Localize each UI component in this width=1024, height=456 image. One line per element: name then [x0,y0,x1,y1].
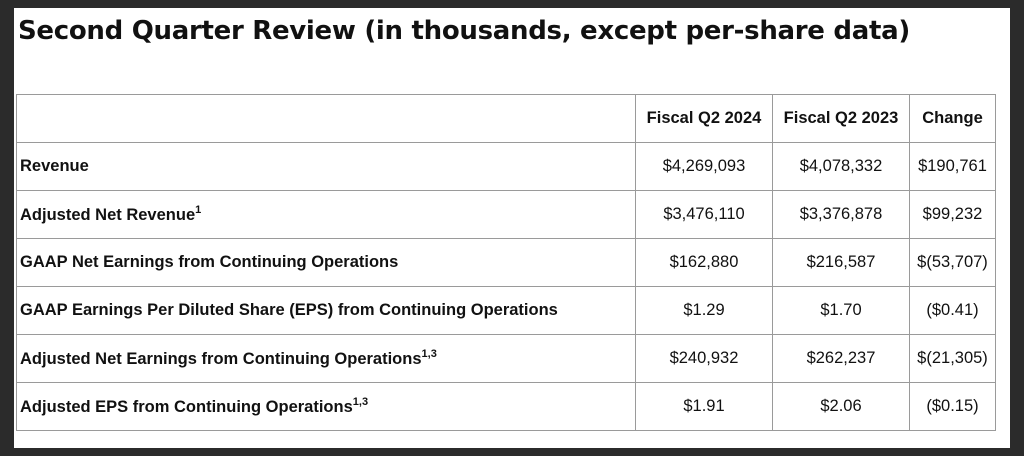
header-blank [16,94,636,143]
cell-q2-2023: $216,587 [772,238,910,287]
table-row: Adjusted Net Earnings from Continuing Op… [16,334,996,383]
cell-q2-2023: $262,237 [772,334,910,383]
row-label-text: Adjusted EPS from Continuing Operations [20,398,353,416]
cell-change: $(53,707) [909,238,996,287]
cell-q2-2024: $1.29 [635,286,773,335]
header-change: Change [909,94,996,143]
cell-q2-2023: $3,376,878 [772,190,910,239]
row-label: Revenue [16,142,636,191]
quarter-review-table: Fiscal Q2 2024 Fiscal Q2 2023 Change Rev… [16,94,996,431]
table-header-row: Fiscal Q2 2024 Fiscal Q2 2023 Change [16,94,996,143]
cell-change: ($0.41) [909,286,996,335]
cell-q2-2023: $1.70 [772,286,910,335]
document-page: Second Quarter Review (in thousands, exc… [14,8,1010,448]
cell-q2-2024: $162,880 [635,238,773,287]
table-row: Adjusted Net Revenue1 $3,476,110 $3,376,… [16,190,996,239]
header-q2-2024: Fiscal Q2 2024 [635,94,773,143]
cell-q2-2024: $1.91 [635,382,773,431]
row-label-text: Adjusted Net Revenue [20,206,196,224]
row-label-text: Revenue [20,157,89,175]
cell-change: $(21,305) [909,334,996,383]
row-label: Adjusted Net Earnings from Continuing Op… [16,334,636,383]
cell-q2-2024: $3,476,110 [635,190,773,239]
row-label: Adjusted EPS from Continuing Operations1… [16,382,636,431]
row-label-text: GAAP Net Earnings from Continuing Operat… [20,253,399,271]
row-label-text: GAAP Earnings Per Diluted Share (EPS) fr… [20,301,558,319]
row-label: GAAP Earnings Per Diluted Share (EPS) fr… [16,286,636,335]
cell-change: $99,232 [909,190,996,239]
table-row: GAAP Earnings Per Diluted Share (EPS) fr… [16,286,996,335]
cell-change: $190,761 [909,142,996,191]
row-label: Adjusted Net Revenue1 [16,190,636,239]
row-label-text: Adjusted Net Earnings from Continuing Op… [20,350,422,368]
page-title: Second Quarter Review (in thousands, exc… [18,16,910,46]
table-row: GAAP Net Earnings from Continuing Operat… [16,238,996,287]
cell-q2-2023: $2.06 [772,382,910,431]
footnote-marker: 1 [195,204,202,216]
row-label: GAAP Net Earnings from Continuing Operat… [16,238,636,287]
cell-q2-2024: $240,932 [635,334,773,383]
header-q2-2023: Fiscal Q2 2023 [772,94,910,143]
table-row: Revenue $4,269,093 $4,078,332 $190,761 [16,142,996,191]
cell-q2-2024: $4,269,093 [635,142,773,191]
cell-change: ($0.15) [909,382,996,431]
cell-q2-2023: $4,078,332 [772,142,910,191]
footnote-marker: 1,3 [352,396,369,408]
footnote-marker: 1,3 [421,348,437,360]
table-row: Adjusted EPS from Continuing Operations1… [16,382,996,431]
